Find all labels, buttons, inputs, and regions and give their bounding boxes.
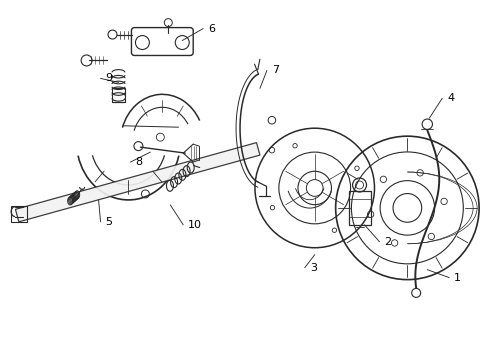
- Text: 1: 1: [453, 273, 460, 283]
- Polygon shape: [16, 143, 260, 222]
- Text: 2: 2: [384, 237, 391, 247]
- Circle shape: [390, 240, 397, 246]
- Circle shape: [416, 170, 423, 176]
- Text: 3: 3: [309, 263, 316, 273]
- Text: 7: 7: [271, 66, 279, 76]
- Circle shape: [440, 198, 447, 204]
- Text: 9: 9: [105, 73, 112, 84]
- Text: 4: 4: [447, 93, 453, 103]
- Circle shape: [427, 233, 434, 240]
- Circle shape: [380, 176, 386, 183]
- Text: 6: 6: [208, 24, 215, 33]
- Text: 5: 5: [105, 217, 112, 227]
- Circle shape: [366, 211, 373, 217]
- Text: 8: 8: [135, 157, 142, 167]
- Text: 10: 10: [188, 220, 202, 230]
